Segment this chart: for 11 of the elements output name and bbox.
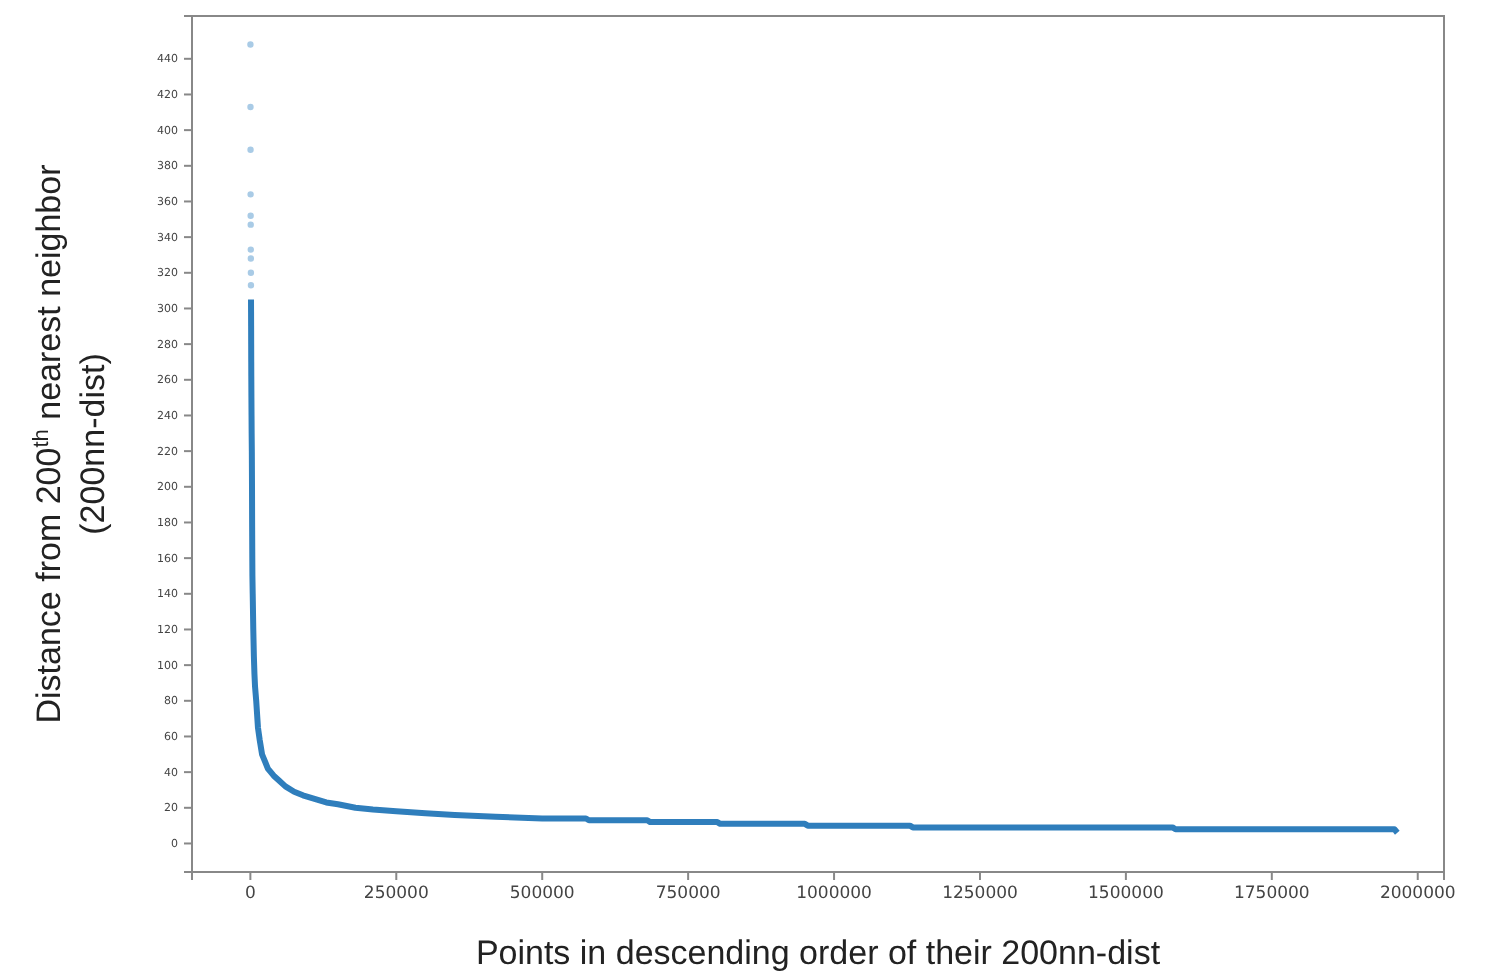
x-tick-label: 1750000	[1233, 884, 1310, 905]
line-series	[248, 296, 1401, 836]
x-tick-label: 1500000	[1088, 884, 1164, 905]
x-tick-label: 250000	[363, 884, 429, 905]
x-tick-label: 750000	[655, 884, 721, 905]
x-tick-label: 1250000	[942, 884, 1018, 905]
x-axis-title: Points in descending order of their 200nn-dist	[475, 934, 1161, 972]
x-tick-label: 500000	[509, 884, 575, 905]
x-tick-label: 1000000	[796, 884, 872, 905]
x-tick-label: 2000000	[1379, 884, 1456, 905]
x-tick-label: 0	[244, 884, 256, 905]
